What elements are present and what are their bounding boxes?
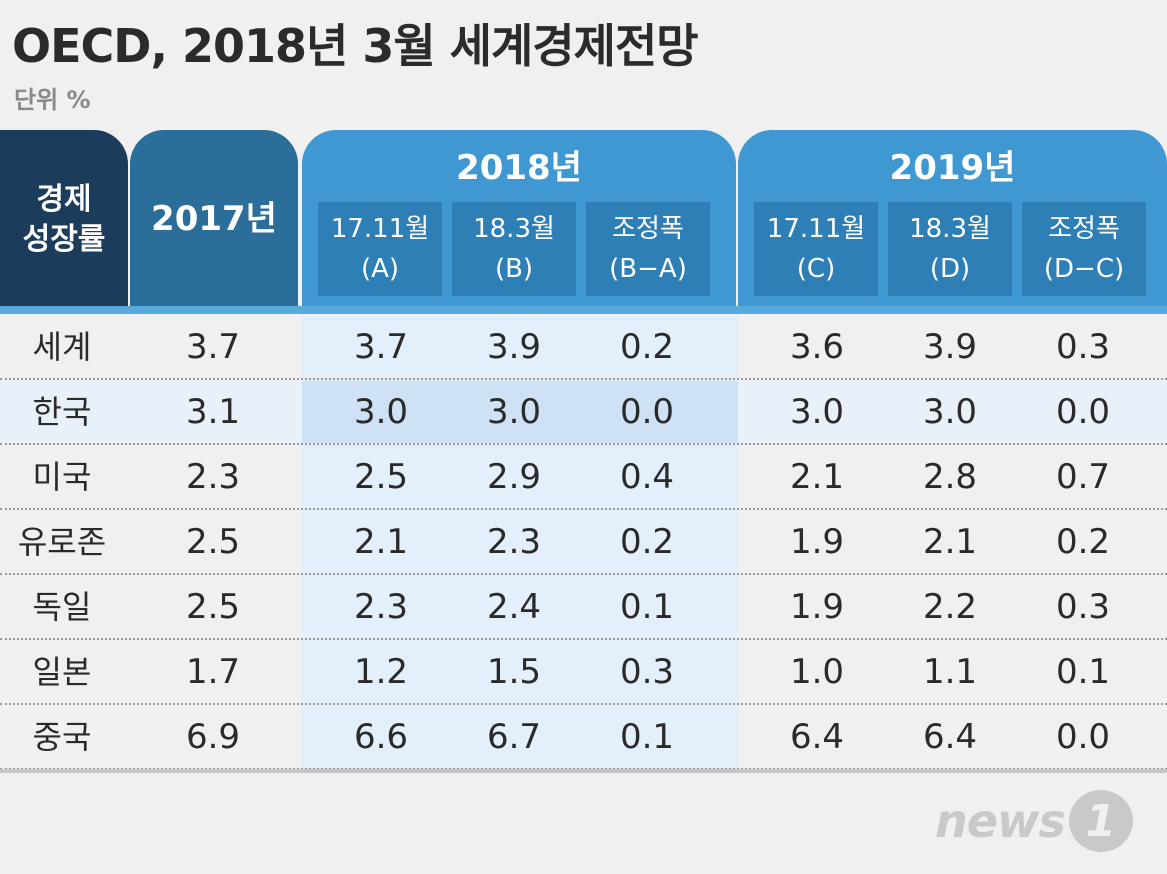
logo-text: news <box>935 794 1066 848</box>
cell-val-2017: 6.9 <box>185 717 241 757</box>
header-2017: 2017년 <box>130 130 298 310</box>
cell-val-2018-b: 2.4 <box>486 587 542 627</box>
header-2018-sub-a: 17.11월 (A) <box>318 202 442 296</box>
cell-val-2018-b: 3.0 <box>486 392 542 432</box>
sub-label-line1: 18.3월 <box>909 214 991 244</box>
cell-val-2019-d: 2.2 <box>922 587 978 627</box>
sub-label-line1: 조정폭 <box>612 214 684 244</box>
table-row: 세계 3.7 3.7 3.9 0.2 3.6 3.9 0.3 <box>0 316 1167 380</box>
cell-val-2019-dc: 0.2 <box>1055 522 1111 562</box>
cell-val-2019-d: 6.4 <box>922 717 978 757</box>
sub-label-line2: (D−C) <box>1043 254 1125 284</box>
cell-val-2017: 2.3 <box>185 457 241 497</box>
cell-val-2018-b: 1.5 <box>486 652 542 692</box>
cell-val-2018-b: 2.9 <box>486 457 542 497</box>
cell-val-2018-ba: 0.1 <box>619 587 675 627</box>
cell-val-2019-c: 3.0 <box>789 392 845 432</box>
header-2018-label: 2018년 <box>456 148 582 188</box>
cell-val-2019-dc: 0.0 <box>1055 392 1111 432</box>
header-2019: 2019년 17.11월 (C) 18.3월 (D) 조정폭 (D−C) <box>738 130 1167 310</box>
table-row: 미국 2.3 2.5 2.9 0.4 2.1 2.8 0.7 <box>0 446 1167 510</box>
sub-label-line2: (A) <box>360 254 400 284</box>
logo-badge: 1 <box>1068 790 1133 852</box>
header-2019-sub-c: 17.11월 (C) <box>754 202 878 296</box>
header-growth-rate: 경제 성장률 <box>0 130 128 310</box>
header-2017-label: 2017년 <box>151 198 277 239</box>
cell-region: 유로존 <box>17 523 107 561</box>
cell-val-2019-d: 2.1 <box>922 522 978 562</box>
cell-val-2019-d: 3.9 <box>922 327 978 367</box>
cell-val-2018-a: 2.5 <box>353 457 409 497</box>
cell-val-2018-ba: 0.2 <box>619 327 675 367</box>
cell-region: 독일 <box>32 588 92 626</box>
cell-val-2019-d: 3.0 <box>922 392 978 432</box>
cell-val-2019-d: 1.1 <box>922 652 978 692</box>
header-2018-sub-ba: 조정폭 (B−A) <box>586 202 710 296</box>
sub-label-line2: (D) <box>929 254 971 284</box>
table-row: 일본 1.7 1.2 1.5 0.3 1.0 1.1 0.1 <box>0 641 1167 705</box>
table-row: 독일 2.5 2.3 2.4 0.1 1.9 2.2 0.3 <box>0 576 1167 640</box>
cell-val-2018-a: 6.6 <box>353 717 409 757</box>
cell-val-2017: 1.7 <box>185 652 241 692</box>
cell-val-2018-b: 3.9 <box>486 327 542 367</box>
cell-val-2018-ba: 0.1 <box>619 717 675 757</box>
cell-val-2018-a: 3.7 <box>353 327 409 367</box>
cell-val-2019-c: 1.9 <box>789 587 845 627</box>
cell-val-2019-c: 6.4 <box>789 717 845 757</box>
cell-val-2018-a: 2.1 <box>353 522 409 562</box>
cell-val-2017: 3.1 <box>185 392 241 432</box>
header-2018: 2018년 17.11월 (A) 18.3월 (B) 조정폭 (B−A) <box>302 130 736 310</box>
cell-val-2019-dc: 0.3 <box>1055 587 1111 627</box>
sub-label-line2: (B) <box>494 254 534 284</box>
sub-label-line1: 18.3월 <box>473 214 555 244</box>
cell-val-2018-a: 3.0 <box>353 392 409 432</box>
sub-label-line1: 조정폭 <box>1048 214 1120 244</box>
cell-val-2018-ba: 0.4 <box>619 457 675 497</box>
table-bottom-line <box>0 769 1167 773</box>
cell-val-2018-ba: 0.0 <box>619 392 675 432</box>
cell-val-2019-c: 1.0 <box>789 652 845 692</box>
cell-val-2017: 2.5 <box>185 587 241 627</box>
cell-val-2018-ba: 0.3 <box>619 652 675 692</box>
table-row: 유로존 2.5 2.1 2.3 0.2 1.9 2.1 0.2 <box>0 511 1167 575</box>
header-2019-label: 2019년 <box>889 148 1016 188</box>
highlight-shade <box>302 381 738 443</box>
news1-logo: news 1 <box>935 790 1133 852</box>
sub-label-line2: (C) <box>796 254 836 284</box>
cell-val-2019-dc: 0.0 <box>1055 717 1111 757</box>
header-2019-sub-d: 18.3월 (D) <box>888 202 1012 296</box>
cell-val-2018-a: 2.3 <box>353 587 409 627</box>
cell-region: 중국 <box>32 718 92 756</box>
page-title: OECD, 2018년 3월 세계경제전망 <box>12 19 699 73</box>
table-row: 중국 6.9 6.6 6.7 0.1 6.4 6.4 0.0 <box>0 706 1167 770</box>
cell-region: 미국 <box>32 458 92 496</box>
header-bottom-bar <box>0 306 1167 314</box>
cell-val-2018-b: 2.3 <box>486 522 542 562</box>
sub-label-line1: 17.11월 <box>766 214 866 244</box>
header-growth-line2: 성장률 <box>22 222 106 257</box>
cell-val-2018-b: 6.7 <box>486 717 542 757</box>
header-growth-line1: 경제 <box>36 182 92 217</box>
sub-label-line1: 17.11월 <box>330 214 430 244</box>
cell-val-2019-dc: 0.7 <box>1055 457 1111 497</box>
cell-val-2017: 3.7 <box>185 327 241 367</box>
cell-val-2019-c: 1.9 <box>789 522 845 562</box>
cell-val-2019-dc: 0.3 <box>1055 327 1111 367</box>
cell-val-2018-ba: 0.2 <box>619 522 675 562</box>
cell-val-2018-a: 1.2 <box>353 652 409 692</box>
cell-val-2017: 2.5 <box>185 522 241 562</box>
cell-val-2019-c: 2.1 <box>789 457 845 497</box>
cell-region: 한국 <box>32 393 92 431</box>
header-2019-sub-dc: 조정폭 (D−C) <box>1022 202 1146 296</box>
header-2018-sub-b: 18.3월 (B) <box>452 202 576 296</box>
unit-label: 단위 % <box>14 86 91 114</box>
cell-val-2019-dc: 0.1 <box>1055 652 1111 692</box>
sub-label-line2: (B−A) <box>609 254 687 284</box>
cell-region: 일본 <box>32 653 92 691</box>
table-row: 한국 3.1 3.0 3.0 0.0 3.0 3.0 0.0 <box>0 381 1167 445</box>
cell-val-2019-d: 2.8 <box>922 457 978 497</box>
cell-region: 세계 <box>32 328 92 366</box>
cell-val-2019-c: 3.6 <box>789 327 845 367</box>
